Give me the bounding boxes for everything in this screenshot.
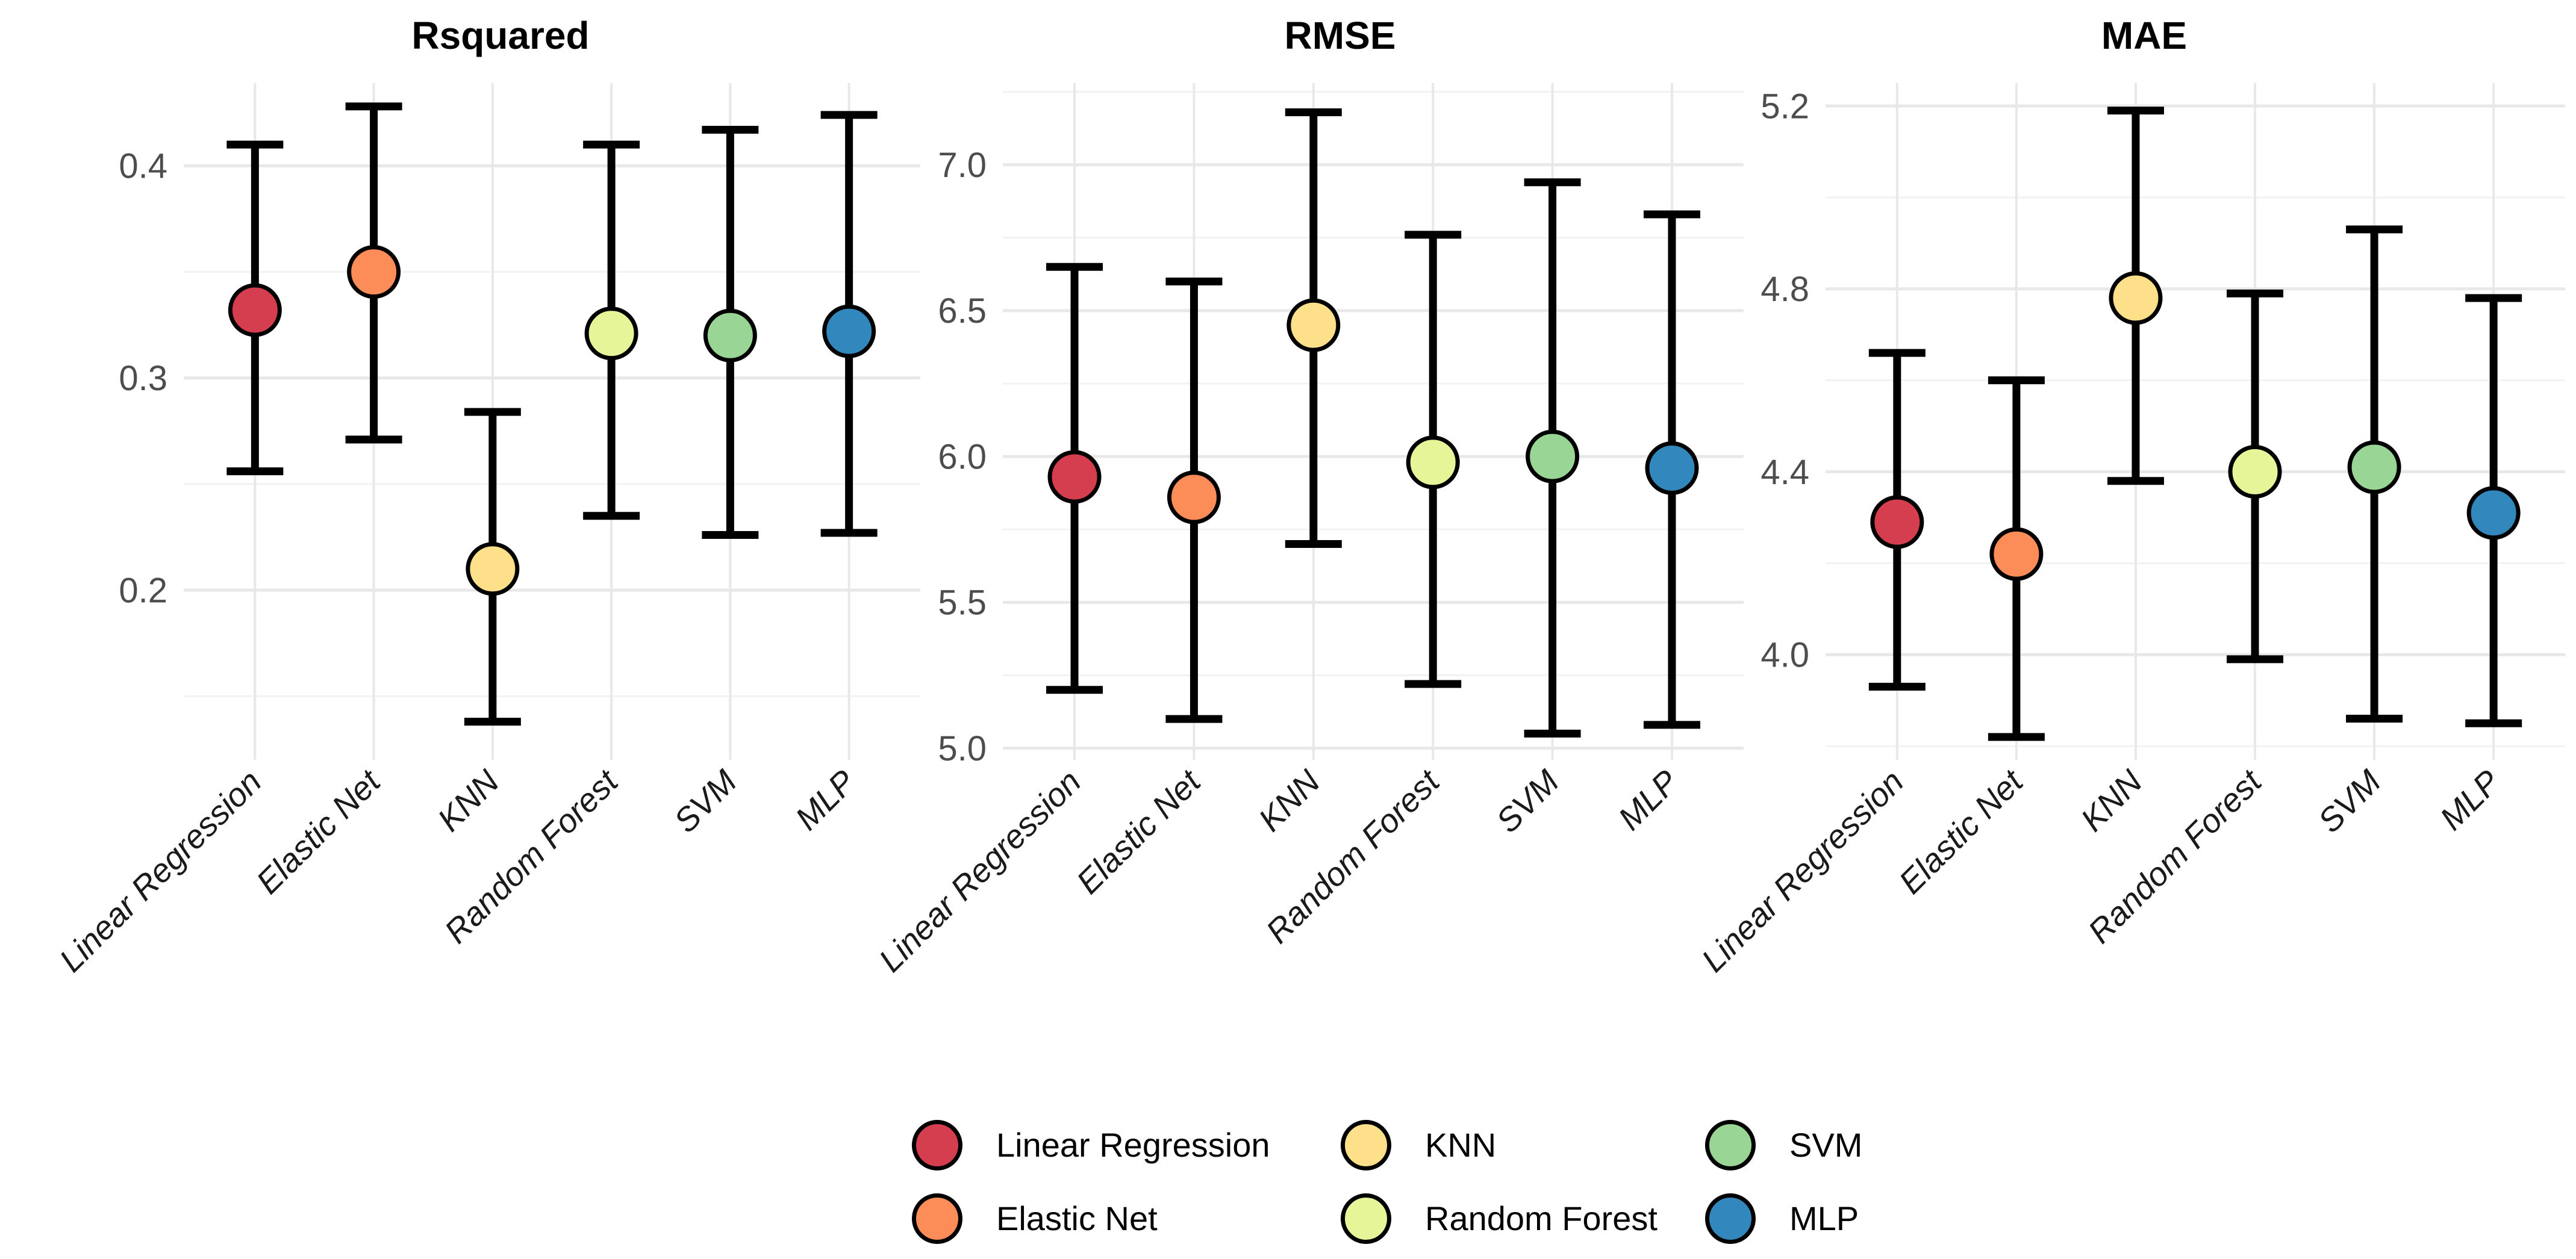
legend-dot-svm: [1705, 1120, 1756, 1170]
x-tick-label-mlp: MLP: [788, 762, 862, 837]
y-tick-label: 7.0: [938, 146, 987, 185]
y-tick-label: 4.4: [1760, 453, 1809, 492]
legend-label: Elastic Net: [996, 1199, 1158, 1237]
legend-dot-elastic-net: [912, 1193, 962, 1244]
y-tick-label: 4.8: [1760, 270, 1809, 309]
legend-label: Linear Regression: [996, 1126, 1270, 1164]
panel-title-mae: MAE: [2101, 14, 2188, 57]
y-tick-label: 5.2: [1760, 87, 1809, 126]
data-point-linear-regression: [228, 283, 282, 337]
y-tick-label: 4.0: [1760, 636, 1809, 675]
x-tick-label-linear-regression: Linear Regression: [872, 763, 1088, 979]
legend-dot-mlp: [1705, 1193, 1756, 1244]
x-tick-label-mlp: MLP: [2433, 762, 2507, 837]
data-point-mlp: [2466, 486, 2521, 540]
y-tick-label: 5.0: [938, 729, 987, 768]
data-point-elastic-net: [347, 245, 401, 299]
x-tick-label-svm: SVM: [667, 763, 744, 840]
y-tick-label: 0.4: [119, 147, 167, 186]
x-tick-label-knn: KNN: [1251, 762, 1327, 838]
data-point-svm: [703, 308, 757, 362]
data-point-knn: [466, 542, 520, 596]
x-tick-label-linear-regression: Linear Regression: [1694, 763, 1910, 979]
legend-label: KNN: [1425, 1126, 1497, 1164]
legend-item-elastic-net: Elastic Net: [912, 1193, 1341, 1244]
data-point-svm: [1526, 429, 1580, 483]
data-point-mlp: [822, 304, 876, 358]
data-point-linear-regression: [1047, 450, 1102, 504]
y-tick-label: 5.5: [938, 583, 987, 623]
x-tick-label-knn: KNN: [430, 762, 506, 838]
data-point-knn: [1286, 298, 1341, 352]
legend-item-knn: KNN: [1341, 1120, 1705, 1170]
data-point-linear-regression: [1870, 495, 1924, 549]
x-tick-label-elastic-net: Elastic Net: [1069, 762, 1209, 901]
panel-title-rsquared: Rsquared: [411, 14, 590, 57]
legend-item-linear-regression: Linear Regression: [912, 1120, 1341, 1170]
data-point-random-forest: [1406, 435, 1460, 490]
legend-dot-knn: [1341, 1120, 1391, 1170]
legend-label: Random Forest: [1425, 1199, 1658, 1237]
x-tick-label-elastic-net: Elastic Net: [1892, 762, 2032, 901]
x-tick-label-svm: SVM: [2310, 763, 2387, 840]
x-tick-label-mlp: MLP: [1611, 762, 1686, 837]
y-tick-label: 0.3: [119, 359, 167, 398]
legend-item-mlp: MLP: [1705, 1193, 1862, 1244]
data-point-knn: [2109, 271, 2163, 325]
x-tick-label-knn: KNN: [2073, 762, 2149, 838]
data-point-svm: [2347, 440, 2401, 494]
data-point-elastic-net: [1989, 527, 2044, 581]
legend: Linear Regression KNN SVM Elastic Net Ra…: [912, 1120, 1862, 1244]
y-tick-label: 6.0: [938, 437, 987, 476]
x-tick-label-linear-regression: Linear Regression: [52, 763, 268, 979]
legend-label: MLP: [1789, 1199, 1859, 1237]
legend-item-svm: SVM: [1705, 1120, 1862, 1170]
data-point-random-forest: [584, 306, 638, 361]
y-tick-label: 6.5: [938, 291, 987, 331]
x-tick-label-svm: SVM: [1489, 763, 1566, 840]
legend-label: SVM: [1789, 1126, 1863, 1164]
legend-dot-linear-regression: [912, 1120, 962, 1170]
data-point-random-forest: [2228, 445, 2282, 499]
legend-dot-random-forest: [1341, 1193, 1391, 1244]
y-tick-label: 0.2: [119, 571, 167, 610]
x-tick-label-elastic-net: Elastic Net: [249, 762, 388, 901]
panel-title-rmse: RMSE: [1284, 14, 1396, 57]
data-point-elastic-net: [1167, 470, 1221, 524]
data-point-mlp: [1645, 441, 1699, 496]
legend-item-random-forest: Random Forest: [1341, 1193, 1705, 1244]
